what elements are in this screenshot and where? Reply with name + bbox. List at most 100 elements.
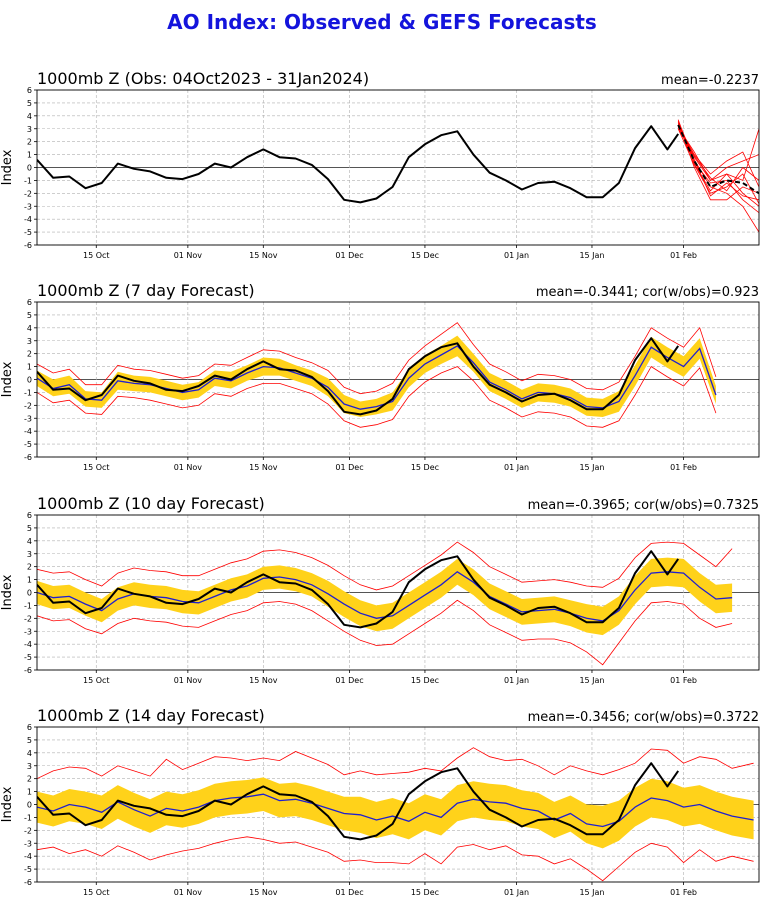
panel-1: 6 5 4 3 2 1 0 -1 -2 -3 -4 -5 -6 15 Oct 01 Nov 15 Nov 01 … bbox=[0, 281, 760, 472]
ytick-label: 1 bbox=[27, 363, 32, 372]
ytick-label: 3 bbox=[27, 125, 32, 134]
ytick-label: -5 bbox=[24, 440, 32, 449]
ytick-label: 5 bbox=[27, 524, 32, 533]
xtick-label: 01 Feb bbox=[670, 676, 697, 685]
ensemble-mean-line bbox=[37, 793, 754, 828]
ytick-label: -4 bbox=[24, 852, 32, 861]
ytick-label: -1 bbox=[24, 388, 32, 397]
ytick-label: -6 bbox=[24, 241, 32, 250]
ytick-label: 2 bbox=[27, 775, 32, 784]
xtick-label: 01 Feb bbox=[670, 251, 697, 260]
ytick-label: 1 bbox=[27, 576, 32, 585]
observed-line bbox=[37, 762, 680, 841]
ytick-label: -3 bbox=[24, 414, 32, 423]
axes-frame bbox=[36, 301, 760, 458]
ytick-label: -2 bbox=[24, 189, 32, 198]
ytick-label: 6 bbox=[27, 298, 32, 307]
xtick-label: 01 Jan bbox=[504, 463, 529, 472]
xtick-label: 15 Oct bbox=[83, 251, 110, 260]
member-max-line bbox=[37, 541, 733, 591]
ylabel: Index bbox=[0, 786, 15, 822]
figure-title: AO Index: Observed & GEFS Forecasts bbox=[167, 10, 597, 34]
ytick-label: -6 bbox=[24, 453, 32, 462]
ylabel: Index bbox=[0, 149, 15, 185]
panel-title: 1000mb Z (14 day Forecast) bbox=[37, 706, 265, 725]
ytick-label: 0 bbox=[27, 376, 32, 385]
ytick-label: 4 bbox=[27, 749, 32, 758]
ytick-label: 6 bbox=[27, 511, 32, 520]
member-min-line bbox=[37, 599, 733, 666]
panel-stat: mean=-0.2237 bbox=[661, 73, 759, 88]
xtick-label: 01 Dec bbox=[335, 676, 363, 685]
ytick-label: -3 bbox=[24, 627, 32, 636]
axes-frame bbox=[36, 89, 760, 246]
ensemble-member-line bbox=[677, 128, 759, 192]
observed-line bbox=[37, 550, 680, 629]
forecast-mean-line bbox=[677, 124, 759, 195]
ensemble-member-line bbox=[677, 123, 759, 207]
ytick-label: 0 bbox=[27, 164, 32, 173]
ytick-label: 2 bbox=[27, 563, 32, 572]
panel-title: 1000mb Z (7 day Forecast) bbox=[37, 281, 255, 300]
xtick-label: 15 Dec bbox=[411, 463, 439, 472]
ytick-label: 5 bbox=[27, 99, 32, 108]
ytick-label: -4 bbox=[24, 215, 32, 224]
panel-3: 6 5 4 3 2 1 0 -1 -2 -3 -4 -5 -6 15 Oct 01 Nov 15 Nov 01 … bbox=[0, 706, 760, 897]
ytick-label: 3 bbox=[27, 337, 32, 346]
panel-stat: mean=-0.3456; cor(w/obs)=0.3722 bbox=[528, 710, 759, 725]
panel-2: 6 5 4 3 2 1 0 -1 -2 -3 -4 -5 -6 15 Oct 01 Nov 15 Nov 01 … bbox=[0, 494, 760, 685]
ytick-label: -5 bbox=[24, 228, 32, 237]
ytick-label: 5 bbox=[27, 736, 32, 745]
ytick-label: 2 bbox=[27, 138, 32, 147]
xtick-label: 15 Dec bbox=[411, 251, 439, 260]
member-max-line bbox=[37, 747, 754, 780]
ensemble-member-line bbox=[677, 120, 759, 233]
xtick-label: 15 Oct bbox=[83, 888, 110, 897]
xtick-label: 15 Oct bbox=[83, 463, 110, 472]
ytick-label: 2 bbox=[27, 350, 32, 359]
ytick-label: 3 bbox=[27, 762, 32, 771]
plot-area bbox=[37, 119, 759, 233]
panel-title: 1000mb Z (10 day Forecast) bbox=[37, 494, 265, 513]
plot-area bbox=[37, 322, 717, 428]
ytick-label: 1 bbox=[27, 151, 32, 160]
panel-title: 1000mb Z (Obs: 04Oct2023 - 31Jan2024) bbox=[37, 69, 369, 88]
panel-0: 6 5 4 3 2 1 0 -1 -2 -3 -4 -5 -6 15 Oct 01 Nov 15 Nov 01 … bbox=[0, 69, 760, 260]
xtick-label: 01 Dec bbox=[335, 463, 363, 472]
xtick-label: 15 Nov bbox=[249, 251, 278, 260]
ytick-label: -6 bbox=[24, 666, 32, 675]
xtick-label: 15 Nov bbox=[249, 888, 278, 897]
ytick-label: 6 bbox=[27, 723, 32, 732]
ytick-label: 4 bbox=[27, 112, 32, 121]
ytick-label: -3 bbox=[24, 202, 32, 211]
spread-band bbox=[37, 777, 754, 849]
ylabel: Index bbox=[0, 574, 15, 610]
ytick-label: -1 bbox=[24, 813, 32, 822]
xtick-label: 15 Nov bbox=[249, 676, 278, 685]
xtick-label: 01 Nov bbox=[174, 676, 203, 685]
panel-stat: mean=-0.3441; cor(w/obs)=0.923 bbox=[536, 285, 759, 300]
ytick-label: 0 bbox=[27, 801, 32, 810]
plot-area bbox=[37, 541, 733, 666]
member-min-line bbox=[37, 366, 717, 428]
ytick-label: 3 bbox=[27, 550, 32, 559]
ytick-label: -5 bbox=[24, 865, 32, 874]
ytick-label: -2 bbox=[24, 401, 32, 410]
ytick-label: -4 bbox=[24, 640, 32, 649]
xtick-label: 15 Jan bbox=[579, 676, 604, 685]
ytick-label: 5 bbox=[27, 311, 32, 320]
xtick-label: 01 Nov bbox=[174, 888, 203, 897]
xtick-label: 15 Dec bbox=[411, 888, 439, 897]
ytick-label: -1 bbox=[24, 176, 32, 185]
xtick-label: 01 Jan bbox=[504, 251, 529, 260]
member-max-line bbox=[37, 322, 717, 395]
panel-stat: mean=-0.3965; cor(w/obs)=0.7325 bbox=[528, 498, 759, 513]
xtick-label: 01 Nov bbox=[174, 463, 203, 472]
xtick-label: 15 Jan bbox=[579, 888, 604, 897]
xtick-label: 15 Dec bbox=[411, 676, 439, 685]
ytick-label: 6 bbox=[27, 86, 32, 95]
xtick-label: 01 Feb bbox=[670, 463, 697, 472]
ytick-label: 1 bbox=[27, 788, 32, 797]
xtick-label: 15 Nov bbox=[249, 463, 278, 472]
ytick-label: -2 bbox=[24, 826, 32, 835]
